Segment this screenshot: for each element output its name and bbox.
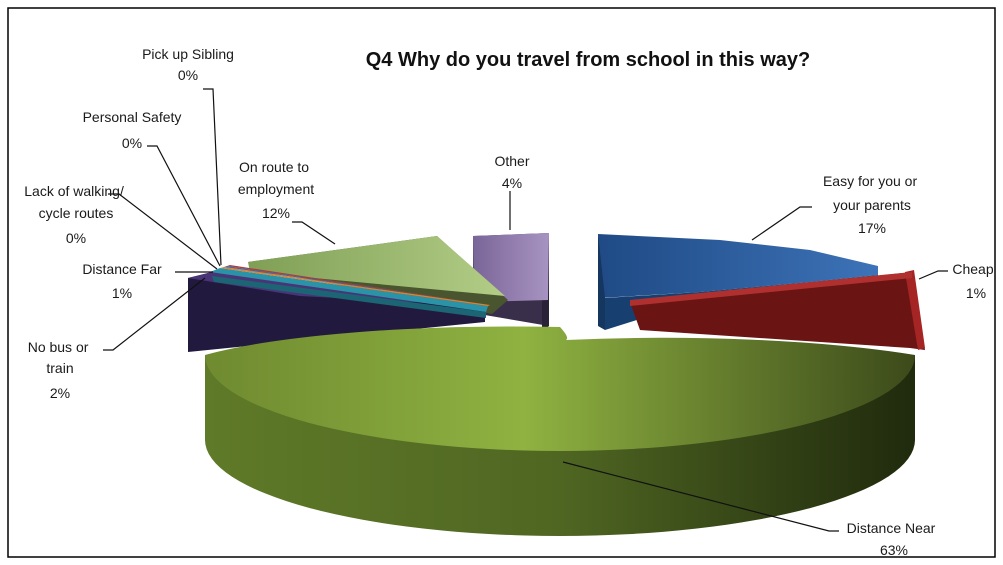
data-label-easy-line1: Easy for you or <box>823 173 917 189</box>
data-label-distance-near: Distance Near <box>847 520 936 536</box>
pie-slice-on-route <box>248 236 508 314</box>
pie-slice-lack-walking <box>220 267 490 306</box>
data-label-on-route-line1: On route to <box>239 159 309 175</box>
pie-slice-distance-far <box>210 268 488 318</box>
chart-title: Q4 Why do you travel from school in this… <box>366 49 811 71</box>
leader-distance-near <box>562 461 839 532</box>
data-label-no-bus-line1: No bus or <box>28 339 89 355</box>
data-label-personal-safety: Personal Safety <box>83 109 182 125</box>
leader-personal-safety <box>147 145 221 267</box>
leader-no-bus <box>103 277 206 351</box>
data-label-easy-line2: your parents <box>833 197 911 213</box>
data-label-no-bus: No bus or train <box>28 339 93 376</box>
pie-slice-personal-safety <box>224 266 490 305</box>
data-value-other: 4% <box>502 175 522 191</box>
data-value-distance-far: 1% <box>112 285 132 301</box>
leader-on-route <box>292 221 336 245</box>
data-label-lack-walking-line2: cycle routes <box>39 205 114 221</box>
data-label-distance-far: Distance Far <box>82 261 162 277</box>
data-label-on-route-line2: employment <box>238 181 314 197</box>
leader-pick-up-sibling <box>203 88 222 266</box>
leader-lines <box>103 88 948 532</box>
data-value-on-route: 12% <box>262 205 290 221</box>
data-value-no-bus: 2% <box>50 385 70 401</box>
data-label-lack-walking-line1: Lack of walking/ <box>24 183 124 199</box>
data-label-other: Other <box>494 153 529 169</box>
leader-lack-walking <box>108 193 218 270</box>
data-label-easy: Easy for you or your parents <box>823 173 921 213</box>
pie-slice-distance-near <box>205 326 915 536</box>
data-value-distance-near: 63% <box>880 542 908 558</box>
data-value-easy: 17% <box>858 220 886 236</box>
data-label-pick-up-sibling: Pick up Sibling <box>142 46 234 62</box>
leader-easy <box>751 206 812 241</box>
pie-slice-cheap <box>630 270 925 350</box>
leader-cheap <box>918 270 948 280</box>
data-value-lack-walking: 0% <box>66 230 86 246</box>
data-value-pick-up-sibling: 0% <box>178 67 198 83</box>
data-label-no-bus-line2: train <box>46 360 73 376</box>
data-label-cheap: Cheap <box>952 261 993 277</box>
data-value-cheap: 1% <box>966 285 986 301</box>
pie-slice-pick-up-sibling <box>227 265 491 305</box>
data-label-lack-walking: Lack of walking/ cycle routes <box>24 183 128 221</box>
data-labels: Pick up Sibling 0% Personal Safety 0% La… <box>24 46 994 558</box>
data-value-personal-safety: 0% <box>122 135 142 151</box>
data-label-on-route: On route to employment <box>238 159 314 197</box>
